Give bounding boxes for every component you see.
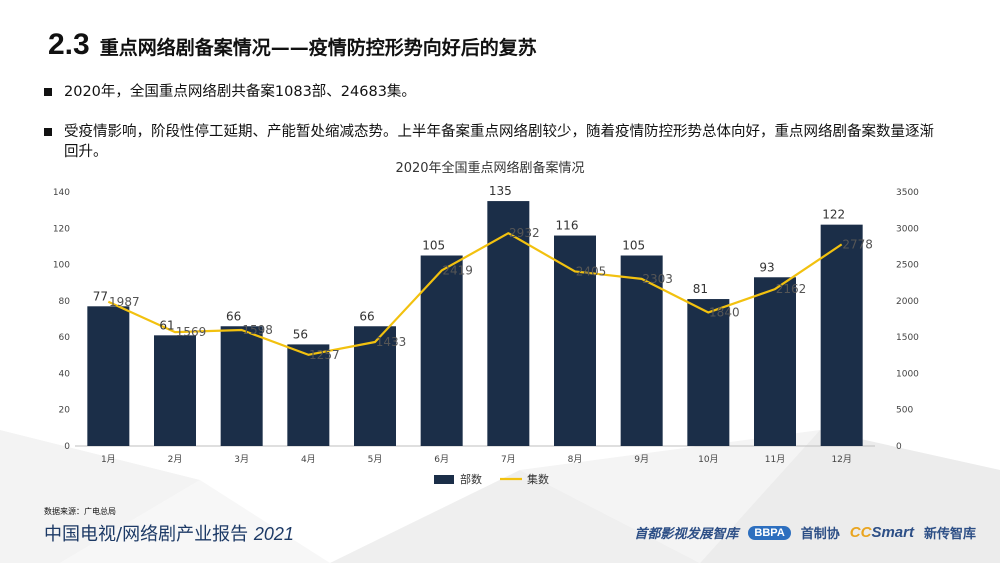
x-tick-label: 10月 [698, 454, 718, 465]
logo-bbpa-text: 首制协 [800, 527, 840, 542]
y-left-tick-label: 120 [53, 224, 70, 234]
y-right-tick-label: 3500 [896, 188, 919, 198]
y-right-tick-label: 1500 [896, 333, 919, 343]
x-tick-label: 2月 [168, 454, 183, 465]
x-tick-label: 8月 [568, 454, 583, 465]
partner-logos: 首都影视发展智库 BBPA 首制协 CCSmart 新传智库 [634, 523, 976, 542]
legend-label-bujshu: 部数 [460, 472, 482, 486]
line-data-label: 2303 [642, 272, 673, 286]
bar-data-label: 66 [226, 309, 241, 323]
bar-data-label: 105 [622, 239, 645, 253]
section-number: 2.3 [48, 28, 90, 61]
bar-data-label: 122 [822, 208, 845, 222]
line-data-label: 1840 [709, 305, 740, 319]
bar [754, 277, 796, 446]
bar [220, 326, 263, 446]
bullet-1: 2020年，全国重点网络剧共备案1083部、24683集。 [44, 82, 416, 102]
page-title: 2.3 重点网络剧备案情况——疫情防控形势向好后的复苏 [48, 28, 537, 62]
x-tick-label: 5月 [368, 454, 383, 465]
y-right-tick-label: 2000 [896, 297, 919, 307]
square-bullet-icon [44, 128, 52, 136]
bar-data-label: 135 [489, 184, 512, 198]
bar-data-label: 81 [693, 282, 708, 296]
line-data-label: 1257 [309, 348, 340, 362]
legend-label-jishu: 集数 [527, 472, 549, 486]
bar-data-label: 77 [93, 289, 108, 303]
bar [154, 335, 196, 446]
line-data-label: 1433 [376, 335, 407, 349]
bullet-2-text: 受疫情影响，阶段性停工延期、产能暂处缩减态势。上半年备案重点网络剧较少，随着疫情… [64, 124, 934, 160]
y-left-tick-label: 40 [59, 369, 71, 379]
bar [354, 326, 396, 446]
section-title: 重点网络剧备案情况——疫情防控形势向好后的复苏 [99, 37, 537, 59]
y-right-tick-label: 0 [896, 442, 902, 452]
bar [87, 306, 130, 446]
x-tick-label: 4月 [301, 454, 316, 465]
square-bullet-icon [44, 88, 52, 96]
x-tick-label: 3月 [234, 454, 249, 465]
line-data-label: 2162 [776, 282, 807, 296]
logo-bbpa-badge: BBPA [748, 525, 791, 540]
logo-new-media-think-tank: 新传智库 [923, 527, 976, 542]
y-right-tick-label: 3000 [896, 224, 919, 234]
x-tick-label: 9月 [634, 454, 649, 465]
report-year: 2021 [253, 524, 294, 544]
combo-chart: 2020年全国重点网络剧备案情况 0 20 40 60 80 100 120 140 0 500 1… [53, 160, 919, 486]
line-data-label: 2778 [842, 237, 873, 251]
y-right-tick-label: 500 [896, 406, 913, 416]
report-title-text: 中国电视/网络剧产业报告 [44, 524, 249, 545]
chart-title: 2020年全国重点网络剧备案情况 [395, 160, 584, 176]
bar [420, 255, 463, 446]
bullet-1-text: 2020年，全国重点网络剧共备案1083部、24683集。 [64, 84, 416, 100]
bar-data-label: 93 [759, 260, 774, 274]
bar [620, 255, 663, 446]
y-left-tick-label: 100 [53, 261, 70, 271]
logo-ccsmart: CCSmart [850, 524, 914, 541]
line-data-label: 2932 [509, 226, 540, 240]
logo-smart: Smart [871, 524, 914, 541]
bullet-2: 受疫情影响，阶段性停工延期、产能暂处缩减态势。上半年备案重点网络剧较少，随着疫情… [44, 122, 944, 162]
bar [287, 344, 330, 446]
x-tick-label: 7月 [501, 454, 516, 465]
y-left-tick-label: 80 [59, 297, 71, 307]
bar-data-label: 66 [359, 309, 374, 323]
bar-data-label: 105 [422, 239, 445, 253]
line-data-label: 1598 [242, 323, 273, 337]
bar-data-label: 56 [293, 327, 308, 341]
y-left-tick-label: 60 [59, 333, 71, 343]
logo-cc: CC [849, 524, 872, 541]
report-title: 中国电视/网络剧产业报告 2021 [44, 520, 294, 546]
x-tick-label: 1月 [101, 454, 116, 465]
bar [687, 299, 730, 446]
y-right-tick-label: 1000 [896, 369, 919, 379]
line-data-label: 1569 [176, 325, 207, 339]
x-tick-label: 11月 [765, 454, 785, 465]
line-data-label: 2419 [442, 263, 473, 277]
legend-bar-swatch [434, 475, 454, 484]
logo-capital-film-think-tank: 首都影视发展智库 [634, 527, 739, 542]
data-source: 数据来源：广电总局 [44, 507, 116, 516]
y-right-tick-label: 2500 [896, 261, 919, 271]
y-left-tick-label: 20 [59, 406, 71, 416]
line-data-label: 2405 [576, 264, 607, 278]
bar-data-label: 61 [159, 318, 174, 332]
x-tick-label: 12月 [831, 454, 851, 465]
y-left-tick-label: 140 [53, 188, 70, 198]
line-data-label: 1987 [109, 295, 140, 309]
y-left-tick-label: 0 [64, 442, 70, 452]
bar [820, 224, 863, 446]
series-line-jishu [107, 232, 843, 356]
x-tick-label: 6月 [434, 454, 449, 465]
bar-data-label: 116 [556, 219, 579, 233]
